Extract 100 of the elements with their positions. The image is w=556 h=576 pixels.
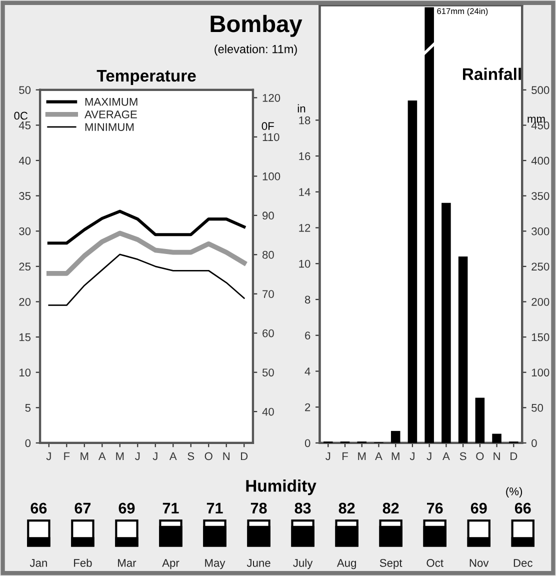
y2-tick-label: 50 [262, 368, 274, 376]
bar [458, 256, 468, 443]
y2-tick-label: 90 [262, 212, 274, 220]
y2-tick-label: 80 [262, 250, 274, 259]
x-tick-label: J [426, 452, 432, 460]
category-label: July [293, 558, 313, 570]
y-axis-title: 0C [14, 112, 28, 120]
text: Rainfall [463, 68, 521, 80]
x-tick-label: J [135, 452, 140, 460]
x-tick-label: A [169, 452, 177, 460]
y2-tick-label: 150 [532, 333, 550, 342]
y-tick-label: 10 [299, 260, 310, 268]
x-tick-label: M [116, 452, 124, 460]
y2-tick-label: 0 [532, 439, 537, 448]
data-label: 82 [338, 502, 355, 514]
category-label: Apr [162, 559, 180, 570]
y2-tick-label: 400 [531, 156, 550, 165]
bar [492, 434, 502, 443]
bar [424, 7, 434, 443]
y-tick-label: 45 [18, 122, 31, 130]
data-label: 66 [514, 502, 531, 514]
x-tick-label: A [375, 452, 382, 460]
y2-tick-label: 500 [532, 86, 550, 94]
x-tick-label: M [80, 452, 88, 460]
category-label: Nov [470, 559, 489, 567]
category-label: June [246, 559, 270, 567]
y2-tick-label: 300 [532, 227, 550, 236]
y-tick-label: 15 [19, 333, 31, 342]
data-label: 69 [470, 502, 487, 514]
category-label: May [205, 559, 226, 570]
y2-axis-title: mm [528, 116, 545, 123]
x-tick-label: O [204, 452, 212, 460]
y-tick-label: 40 [18, 156, 31, 165]
data-label: 83 [294, 502, 311, 514]
data-label: 66 [30, 502, 47, 514]
y-tick-label: 12 [299, 224, 310, 232]
x-tick-label: S [460, 452, 466, 460]
y-tick-label: 0 [304, 439, 310, 448]
category-label: Aug [336, 559, 356, 570]
category-label: Feb [74, 558, 92, 567]
bar [390, 430, 400, 443]
y-tick-label: 30 [19, 227, 31, 236]
y-tick-label: 50 [19, 86, 31, 94]
y-tick-label: 5 [25, 404, 31, 412]
data-label: 76 [427, 502, 443, 514]
y-tick-label: 6 [305, 332, 310, 340]
data-label: 78 [250, 502, 267, 514]
y-tick-label: 2 [305, 403, 310, 412]
bar [442, 202, 451, 443]
category-label: Jan [30, 559, 47, 567]
legend-label: MAXIMUM [85, 98, 138, 106]
x-tick-label: S [188, 452, 194, 460]
x-tick-label: A [98, 452, 106, 460]
data-label: 82 [382, 502, 399, 514]
data-label: 69 [118, 502, 135, 514]
y2-tick-label: 60 [262, 329, 274, 338]
x-tick-label: J [410, 452, 414, 460]
x-tick-label: D [241, 452, 248, 460]
category-label: Mar [118, 559, 136, 567]
y-tick-label: 0 [25, 439, 31, 448]
x-tick-label: F [64, 452, 70, 460]
x-tick-label: M [392, 452, 400, 460]
y2-tick-label: 70 [262, 290, 274, 298]
bar [475, 398, 485, 443]
x-tick-label: N [494, 452, 500, 460]
y2-tick-label: 450 [531, 121, 550, 130]
x-tick-label: A [442, 452, 450, 460]
annotation: 617mm (24in) [437, 8, 488, 16]
y2-tick-label: 120 [262, 94, 280, 102]
y-tick-label: 10 [19, 368, 31, 376]
data-label: 71 [162, 502, 179, 514]
chart-title: Temperature [96, 70, 196, 85]
x-tick-label: F [342, 452, 348, 460]
y-tick-label: 4 [304, 368, 310, 376]
y2-tick-label: 200 [532, 298, 550, 306]
y-tick-label: 8 [304, 296, 310, 304]
x-tick-label: N [223, 452, 230, 460]
y2-tick-label: 40 [262, 408, 274, 416]
y-tick-label: 20 [19, 298, 31, 306]
y-tick-label: 18 [299, 116, 310, 124]
line-series [46, 230, 247, 276]
y-tick-label: 16 [299, 152, 310, 160]
x-tick-label: O [476, 452, 484, 460]
legend-label: AVERAGE [84, 110, 137, 118]
x-tick-label: J [46, 452, 51, 460]
y2-tick-label: 250 [532, 262, 550, 271]
y2-tick-label: 350 [532, 192, 550, 200]
y2-tick-label: 110 [262, 133, 280, 142]
line-series [48, 254, 245, 306]
bar [408, 100, 418, 443]
category-label: Dec [514, 559, 532, 567]
x-tick-label: J [152, 452, 158, 460]
category-label: Oct [426, 559, 444, 567]
legend-label: MINIMUM [85, 123, 134, 131]
y-tick-label: 25 [19, 262, 31, 271]
y2-tick-label: 100 [532, 368, 550, 376]
y2-tick-label: 50 [532, 404, 544, 412]
data-label: 71 [206, 502, 223, 514]
text: (elevation: 11m) [214, 44, 297, 56]
x-tick-label: M [358, 452, 366, 460]
